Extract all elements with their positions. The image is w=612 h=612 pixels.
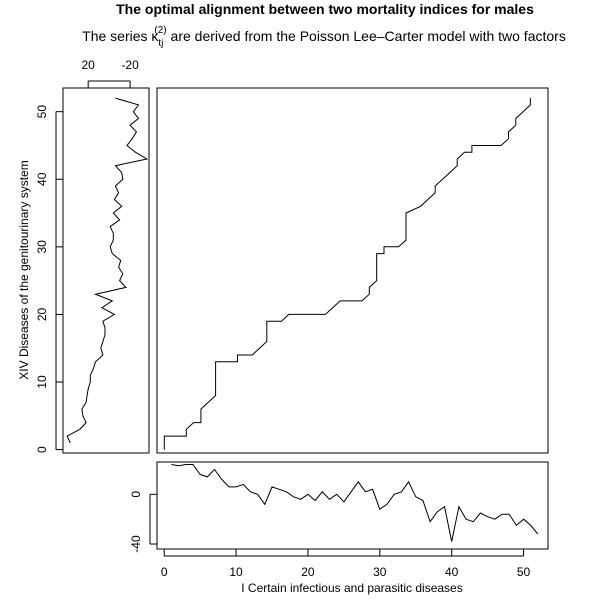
x-axis-label: I Certain infectious and parasitic disea… bbox=[241, 581, 462, 595]
y-tick-label: 10 bbox=[35, 375, 49, 389]
y-axis-label: XIV Diseases of the genitourinary system bbox=[17, 160, 31, 379]
x-tick-label: 0 bbox=[161, 565, 168, 579]
x-tick-label: 10 bbox=[229, 565, 243, 579]
y-tick-label: 50 bbox=[35, 105, 49, 119]
alignment-path bbox=[163, 98, 531, 450]
left-top-tick-label: 20 bbox=[81, 58, 95, 72]
x-tick-label: 40 bbox=[445, 565, 459, 579]
left-series-line bbox=[66, 97, 149, 444]
bottom-y-tick-label: 0 bbox=[129, 491, 143, 498]
chart-subtitle: The series κtj(2) are derived from the P… bbox=[82, 25, 566, 49]
main-panel-frame bbox=[156, 87, 549, 454]
chart-title: The optimal alignment between two mortal… bbox=[116, 1, 534, 17]
bottom-series-line bbox=[171, 464, 539, 542]
bottom-y-tick-label: -40 bbox=[129, 535, 143, 553]
bottom-panel-frame bbox=[156, 461, 549, 550]
y-tick-label: 20 bbox=[35, 307, 49, 321]
x-tick-label: 50 bbox=[517, 565, 531, 579]
bottom-panel: 0 10 20 30 40 50 0 -40 bbox=[129, 464, 539, 579]
x-tick-label: 30 bbox=[373, 565, 387, 579]
y-tick-label: 40 bbox=[35, 172, 49, 186]
left-top-tick-label: -20 bbox=[121, 58, 139, 72]
left-panel: 20 -20 0 10 20 30 40 50 bbox=[35, 58, 149, 453]
left-panel-frame bbox=[62, 87, 150, 454]
y-tick-label: 30 bbox=[35, 240, 49, 254]
main-panel bbox=[163, 98, 531, 450]
x-tick-label: 20 bbox=[301, 565, 315, 579]
y-tick-label: 0 bbox=[35, 446, 49, 453]
